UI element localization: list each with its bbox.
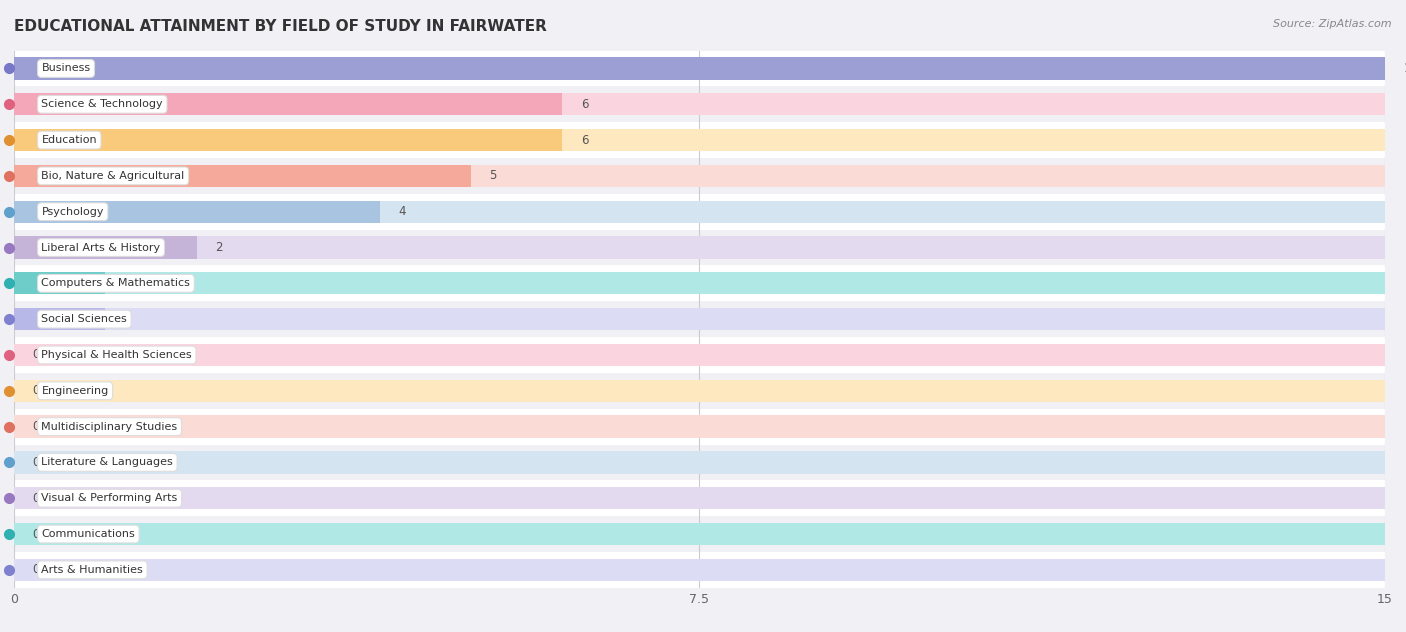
Text: Engineering: Engineering <box>42 386 108 396</box>
Bar <box>14 165 1385 187</box>
Bar <box>14 487 1385 509</box>
Bar <box>14 559 1385 581</box>
Text: Physical & Health Sciences: Physical & Health Sciences <box>42 350 193 360</box>
Text: Source: ZipAtlas.com: Source: ZipAtlas.com <box>1274 19 1392 29</box>
Text: 0: 0 <box>32 528 39 540</box>
Bar <box>14 236 197 258</box>
Text: Business: Business <box>42 63 90 73</box>
Text: 1: 1 <box>124 313 131 325</box>
Text: 0: 0 <box>32 420 39 433</box>
Bar <box>14 344 1385 366</box>
Bar <box>14 165 471 187</box>
Bar <box>14 87 1385 122</box>
Bar <box>14 58 1385 80</box>
Text: 2: 2 <box>215 241 222 254</box>
Bar <box>14 373 1385 409</box>
Bar <box>14 516 1385 552</box>
Text: Visual & Performing Arts: Visual & Performing Arts <box>42 493 177 503</box>
Text: 0: 0 <box>32 563 39 576</box>
Bar <box>14 129 562 151</box>
Bar <box>14 51 1385 87</box>
Bar <box>14 158 1385 194</box>
Bar <box>14 93 1385 116</box>
Text: EDUCATIONAL ATTAINMENT BY FIELD OF STUDY IN FAIRWATER: EDUCATIONAL ATTAINMENT BY FIELD OF STUDY… <box>14 19 547 34</box>
Text: 1: 1 <box>124 277 131 290</box>
Text: 6: 6 <box>581 133 588 147</box>
Text: 5: 5 <box>489 169 496 183</box>
Bar <box>14 272 105 295</box>
Bar <box>14 200 380 223</box>
Bar <box>14 58 1385 80</box>
Text: 4: 4 <box>398 205 405 218</box>
Text: Bio, Nature & Agricultural: Bio, Nature & Agricultural <box>42 171 184 181</box>
Text: Psychology: Psychology <box>42 207 104 217</box>
Bar <box>14 523 1385 545</box>
Bar <box>14 451 1385 473</box>
Bar <box>14 236 1385 258</box>
Text: Arts & Humanities: Arts & Humanities <box>42 565 143 575</box>
Bar <box>14 122 1385 158</box>
Text: Science & Technology: Science & Technology <box>42 99 163 109</box>
Text: 0: 0 <box>32 384 39 398</box>
Text: Computers & Mathematics: Computers & Mathematics <box>42 278 190 288</box>
Text: Communications: Communications <box>42 529 135 539</box>
Bar <box>14 552 1385 588</box>
Bar <box>14 409 1385 444</box>
Bar <box>14 265 1385 301</box>
Bar <box>14 380 1385 402</box>
Text: 0: 0 <box>32 348 39 362</box>
Bar <box>14 229 1385 265</box>
Bar <box>14 93 562 116</box>
Bar <box>14 194 1385 229</box>
Text: 0: 0 <box>32 456 39 469</box>
Bar <box>14 301 1385 337</box>
Text: Social Sciences: Social Sciences <box>42 314 127 324</box>
Text: 0: 0 <box>32 492 39 505</box>
Bar <box>14 308 1385 331</box>
Bar <box>14 444 1385 480</box>
Text: Liberal Arts & History: Liberal Arts & History <box>42 243 160 253</box>
Text: 15: 15 <box>1403 62 1406 75</box>
Bar <box>14 272 1385 295</box>
Bar <box>14 415 1385 438</box>
Text: Literature & Languages: Literature & Languages <box>42 458 173 468</box>
Bar <box>14 200 1385 223</box>
Bar <box>14 337 1385 373</box>
Bar <box>14 129 1385 151</box>
Text: 6: 6 <box>581 98 588 111</box>
Bar <box>14 480 1385 516</box>
Text: Multidisciplinary Studies: Multidisciplinary Studies <box>42 422 177 432</box>
Text: Education: Education <box>42 135 97 145</box>
Bar <box>14 308 105 331</box>
